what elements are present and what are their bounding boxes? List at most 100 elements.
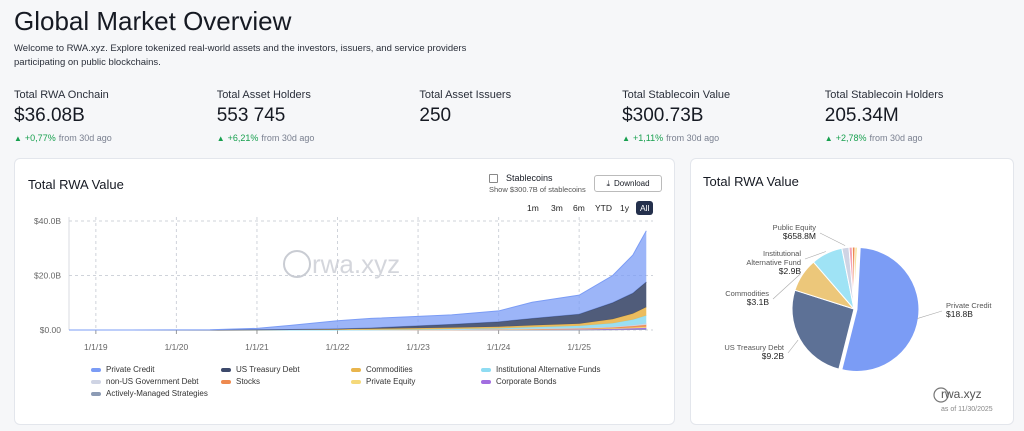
legend-item: Private Equity <box>351 377 415 386</box>
pie-label: US Treasury Debt $9.2B <box>724 343 784 361</box>
card-title: Total RWA Value <box>28 177 124 192</box>
x-tick-label: 1/1/19 <box>84 342 108 352</box>
y-tick-label: $40.0B <box>34 216 61 226</box>
stat-change: ▲ +1,11% from 30d ago <box>622 133 730 143</box>
x-tick-label: 1/1/23 <box>406 342 430 352</box>
legend-item: Institutional Alternative Funds <box>481 365 601 374</box>
stat-label: Total Asset Issuers <box>419 89 512 101</box>
legend-label: Institutional Alternative Funds <box>496 365 601 374</box>
stat-change: ▲ +2,78% from 30d ago <box>825 133 944 143</box>
pie-value: $9.2B <box>761 351 784 361</box>
stat-value: 250 <box>419 105 452 126</box>
legend-swatch <box>221 379 231 384</box>
stat: Total RWA Onchain $36.08B ▲ +0,77% from 30d … <box>14 89 112 143</box>
legend-swatch <box>481 367 491 372</box>
up-arrow: ▲ <box>14 134 22 143</box>
stablecoin-toggle[interactable]: Stablecoins <box>489 173 553 183</box>
checkbox-note: Show $300.7B of stablecoins <box>489 185 586 194</box>
checkbox[interactable] <box>489 173 498 183</box>
x-tick-label: 1/1/25 <box>567 342 591 352</box>
pie-card: Total RWA Value Private Credit $18.8B US T… <box>690 158 1014 425</box>
range-button[interactable]: 1y <box>620 203 629 213</box>
legend-swatch <box>481 379 491 384</box>
pie-watermark: rwa.xyz <box>941 387 982 401</box>
pie-label: Public Equity $658.8M <box>756 223 816 241</box>
area-chart: $0.00 $20.0B $40.0B 1/1/19 1/1/20 1/1/21 1/1/2… <box>34 216 653 352</box>
range-button[interactable]: 3m <box>551 203 563 213</box>
range-button[interactable]: YTD <box>595 203 612 213</box>
y-tick-label: $20.0B <box>34 271 61 281</box>
x-tick-label: 1/1/24 <box>487 342 511 352</box>
pie-slice <box>791 289 855 370</box>
legend-item: Commodities <box>351 365 413 374</box>
download-button[interactable]: ⤓ Download <box>594 175 662 192</box>
leader-line <box>917 310 943 319</box>
legend-swatch <box>91 391 101 396</box>
legend-item: non-US Government Debt <box>91 377 199 386</box>
stat-change: ▲ +0,77% from 30d ago <box>14 133 112 143</box>
change-value: +6,21% <box>227 133 259 143</box>
checkbox-label: Stablecoins <box>506 173 553 183</box>
legend-swatch <box>221 367 231 372</box>
up-arrow: ▲ <box>622 134 631 143</box>
range-button[interactable]: 1m <box>527 203 539 213</box>
x-tick-label: 1/1/22 <box>326 342 350 352</box>
stat-value: 553 745 <box>216 105 286 126</box>
page-title: Global Market Overview <box>14 6 292 36</box>
legend-label: US Treasury Debt <box>236 365 300 374</box>
pie-slice <box>841 247 920 372</box>
page-subtitle: Welcome to RWA.xyz. Explore tokenized re… <box>14 43 467 68</box>
legend-label: Corporate Bonds <box>496 377 557 386</box>
stat-value: $36.08B <box>14 105 85 126</box>
legend-swatch <box>351 367 361 372</box>
area-fill <box>69 327 647 330</box>
pie-category: US Treasury Debt <box>724 343 784 352</box>
pie-value: $3.1B <box>746 297 769 307</box>
pie-label: Commodities $3.1B <box>709 289 769 307</box>
area-card: Total RWA Value Stablecoins Show $300.7B… <box>14 158 675 425</box>
legend-item: Corporate Bonds <box>481 377 556 386</box>
pie-category: Public Equity <box>772 223 816 232</box>
pie-category: Commodities <box>725 289 769 298</box>
leader-line <box>819 232 846 246</box>
stat-value: 205.34M <box>824 105 899 126</box>
watermark: rwa.xyz <box>312 249 400 279</box>
legend-label: Commodities <box>366 365 413 374</box>
stat-change: ▲ +6,21% from 30d ago <box>217 133 315 143</box>
pie-category: Private Credit <box>946 301 992 310</box>
stat: Total Asset Holders 553 745 ▲ +6,21% from 30… <box>217 89 315 143</box>
area-line <box>69 230 647 331</box>
up-arrow: ▲ <box>216 134 225 143</box>
pie-value: $2.9B <box>778 266 801 276</box>
change-note: from 30d ago <box>261 133 315 143</box>
change-value: +1,11% <box>633 133 664 143</box>
leader-line <box>772 273 801 300</box>
stat-label: Total Stablecoin Value <box>622 89 731 101</box>
stat-label: Total Stablecoin Holders <box>824 89 944 101</box>
change-value: +2,78% <box>835 133 867 143</box>
pie-label: Private Credit $18.8B <box>946 301 1006 319</box>
change-note: from 30d ago <box>666 133 720 143</box>
pie-category: Institutional Alternative Fund <box>746 249 801 267</box>
legend-swatch <box>91 379 101 384</box>
leader-line <box>787 339 799 354</box>
leader-line <box>804 251 826 260</box>
watermark-logo <box>933 387 949 403</box>
stat-value: $300.73B <box>622 105 704 126</box>
stat: Total Stablecoin Value $300.73B ▲ +1,11% fro… <box>622 89 730 143</box>
range-button[interactable]: All <box>636 201 654 215</box>
up-arrow: ▲ <box>824 134 833 143</box>
range-button[interactable]: 6m <box>573 203 585 213</box>
stat: Total Stablecoin Holders 205.34M ▲ +2,78% fr… <box>825 89 944 143</box>
legend-label: Actively-Managed Strategies <box>106 389 208 398</box>
stat-label: Total Asset Holders <box>216 89 311 101</box>
stat-label: Total RWA Onchain <box>14 89 109 101</box>
stat: Total Asset Issuers 250 <box>419 89 511 127</box>
x-tick-label: 1/1/20 <box>165 342 189 352</box>
download-label: Download <box>613 179 650 188</box>
change-note: from 30d ago <box>58 133 112 143</box>
card-title: Total RWA Value <box>703 174 799 189</box>
pie-slice <box>853 246 858 310</box>
legend-label: non-US Government Debt <box>106 377 199 386</box>
